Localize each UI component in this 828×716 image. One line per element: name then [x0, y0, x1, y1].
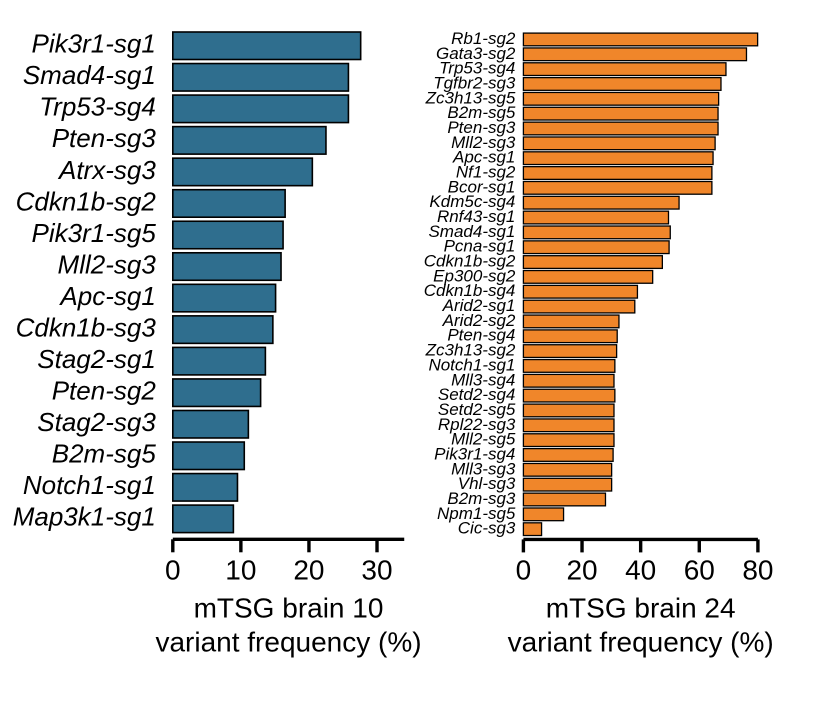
svg-text:Trp53-sg4: Trp53-sg4 — [39, 92, 156, 122]
svg-text:Cdkn1b-sg2: Cdkn1b-sg2 — [16, 186, 157, 216]
svg-text:40: 40 — [625, 554, 656, 585]
svg-text:Mll2-sg3: Mll2-sg3 — [58, 249, 157, 279]
svg-text:0: 0 — [516, 554, 532, 585]
svg-text:20: 20 — [293, 554, 324, 585]
svg-text:80: 80 — [742, 554, 773, 585]
svg-text:Pten-sg2: Pten-sg2 — [52, 376, 157, 406]
svg-text:variant frequency (%): variant frequency (%) — [508, 626, 774, 657]
svg-text:Stag2-sg1: Stag2-sg1 — [37, 344, 156, 374]
svg-text:B2m-sg5: B2m-sg5 — [52, 439, 157, 469]
svg-text:Pten-sg3: Pten-sg3 — [52, 123, 157, 153]
svg-text:Cic-sg3: Cic-sg3 — [458, 519, 516, 538]
svg-text:20: 20 — [566, 554, 597, 585]
svg-text:Notch1-sg1: Notch1-sg1 — [23, 470, 156, 500]
svg-text:mTSG brain 10: mTSG brain 10 — [194, 592, 384, 623]
svg-text:30: 30 — [361, 554, 392, 585]
svg-text:Smad4-sg1: Smad4-sg1 — [23, 60, 156, 90]
svg-text:Pik3r1-sg5: Pik3r1-sg5 — [32, 218, 157, 248]
svg-text:Map3k1-sg1: Map3k1-sg1 — [13, 502, 156, 532]
svg-text:mTSG brain 24: mTSG brain 24 — [546, 592, 736, 623]
svg-text:Cdkn1b-sg3: Cdkn1b-sg3 — [16, 312, 157, 342]
svg-text:60: 60 — [684, 554, 715, 585]
svg-text:Stag2-sg3: Stag2-sg3 — [37, 407, 156, 437]
svg-text:Pik3r1-sg1: Pik3r1-sg1 — [32, 29, 156, 59]
svg-text:Apc-sg1: Apc-sg1 — [58, 281, 155, 311]
svg-text:0: 0 — [165, 554, 181, 585]
svg-text:10: 10 — [225, 554, 256, 585]
svg-text:Atrx-sg3: Atrx-sg3 — [57, 155, 156, 185]
svg-text:variant frequency (%): variant frequency (%) — [155, 626, 421, 657]
